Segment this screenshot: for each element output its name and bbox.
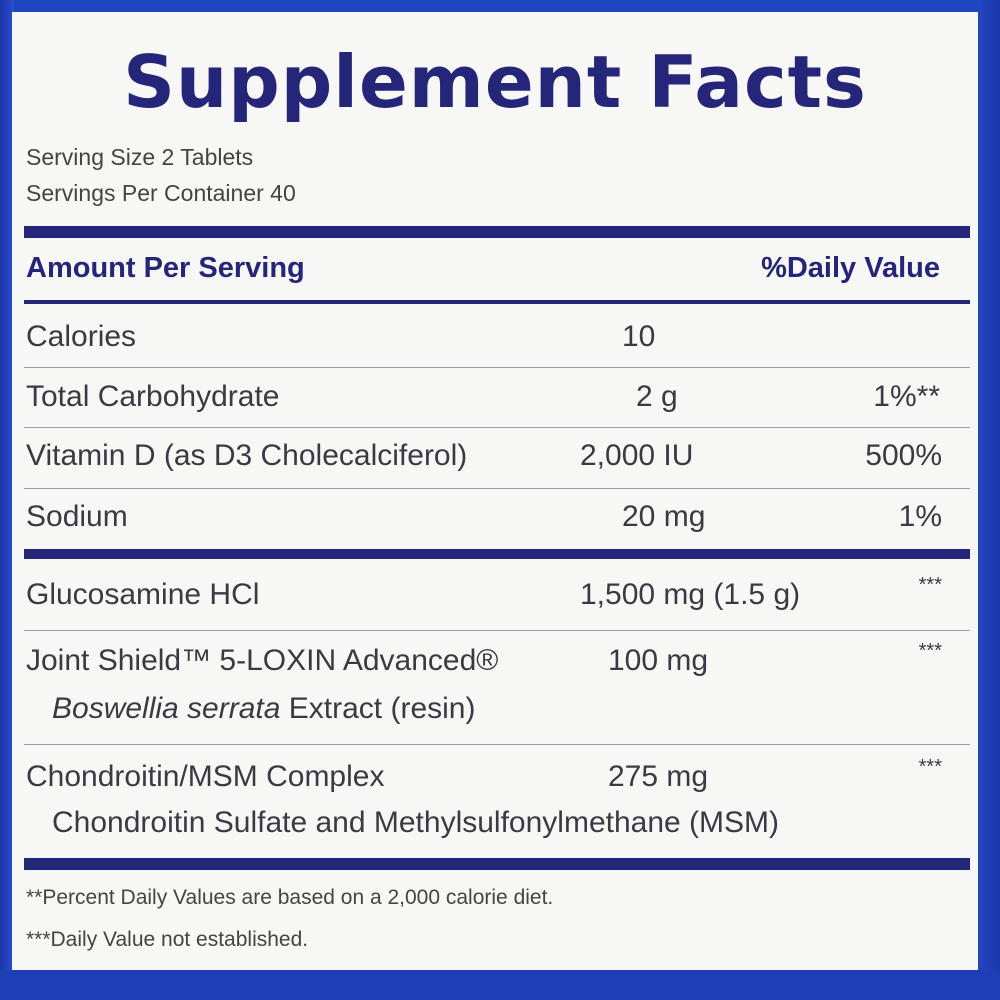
servings-per-container: Servings Per Container 40 bbox=[26, 180, 296, 206]
row-vitamin-d-amount: 2,000 IU bbox=[580, 439, 694, 472]
row-carbohydrate-name: Total Carbohydrate bbox=[26, 380, 280, 413]
row-vitamin-d-dv: 500% bbox=[865, 439, 942, 472]
row-divider bbox=[24, 744, 970, 745]
thick-divider-top bbox=[24, 226, 970, 238]
supplement-facts-panel: Supplement Facts Serving Size 2 Tablets … bbox=[12, 12, 978, 970]
row-joint-shield-subtitle: Boswellia serrata Extract (resin) bbox=[52, 692, 475, 726]
box-left-edge bbox=[0, 0, 14, 1000]
footnote-not-established: ***Daily Value not established. bbox=[26, 928, 309, 951]
row-calories-name: Calories bbox=[26, 320, 137, 353]
row-glucosamine-name: Glucosamine HCl bbox=[26, 578, 260, 611]
row-divider bbox=[24, 367, 970, 368]
row-glucosamine-dv: *** bbox=[918, 574, 942, 596]
row-divider bbox=[24, 488, 970, 489]
header-divider bbox=[24, 300, 970, 304]
row-chondroitin-subtitle: Chondroitin Sulfate and Methylsulfonylme… bbox=[52, 806, 780, 839]
row-calories-amount: 10 bbox=[622, 320, 656, 353]
row-divider bbox=[24, 630, 970, 631]
row-divider bbox=[24, 427, 970, 428]
row-sodium-name: Sodium bbox=[26, 500, 128, 533]
boswellia-rest: Extract (resin) bbox=[280, 692, 476, 725]
row-carbohydrate-dv: 1%** bbox=[873, 380, 940, 413]
serving-size: Serving Size 2 Tablets bbox=[26, 144, 254, 170]
row-glucosamine-amount: 1,500 mg (1.5 g) bbox=[580, 578, 801, 611]
row-chondroitin-amount: 275 mg bbox=[608, 760, 709, 793]
row-sodium-dv: 1% bbox=[898, 500, 942, 533]
daily-value-header: %Daily Value bbox=[761, 252, 940, 284]
row-carbohydrate-amount: 2 g bbox=[636, 380, 678, 413]
row-joint-shield-name: Joint Shield™ 5-LOXIN Advanced® bbox=[26, 644, 499, 677]
box-bottom-edge bbox=[0, 970, 1000, 1000]
panel-title: Supplement Facts bbox=[123, 40, 867, 124]
row-sodium-amount: 20 mg bbox=[622, 500, 706, 533]
thick-divider-middle bbox=[24, 549, 970, 559]
boswellia-italic: Boswellia serrata bbox=[52, 692, 281, 725]
box-top-edge bbox=[0, 0, 1000, 14]
row-chondroitin-dv: *** bbox=[918, 756, 942, 778]
box-right-edge bbox=[978, 0, 1000, 1000]
row-joint-shield-amount: 100 mg bbox=[608, 644, 709, 677]
row-chondroitin-name: Chondroitin/MSM Complex bbox=[26, 760, 385, 793]
amount-per-serving-header: Amount Per Serving bbox=[26, 252, 305, 284]
row-vitamin-d-name: Vitamin D (as D3 Cholecalciferol) bbox=[26, 439, 468, 472]
row-joint-shield-dv: *** bbox=[918, 640, 942, 662]
footnote-daily-values: **Percent Daily Values are based on a 2,… bbox=[26, 886, 554, 909]
thick-divider-bottom bbox=[24, 858, 970, 870]
